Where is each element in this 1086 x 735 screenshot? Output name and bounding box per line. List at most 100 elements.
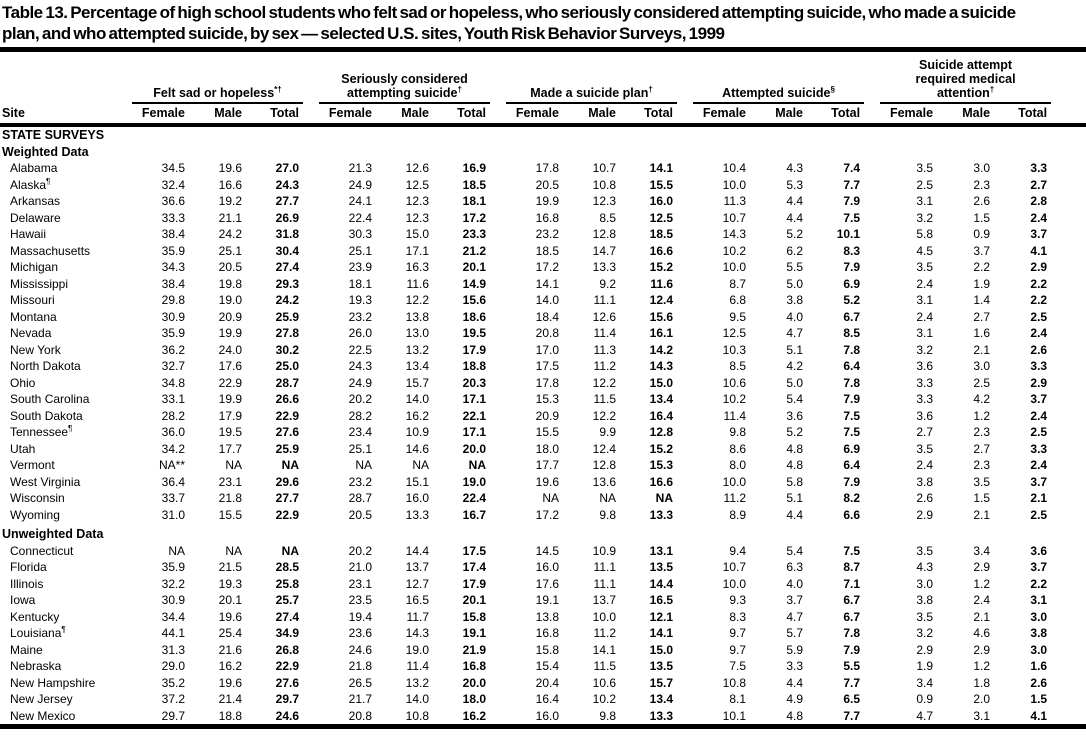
site-name: Montana [10, 309, 57, 324]
end-spacer [1051, 592, 1086, 609]
cell-value: 5.0 [786, 276, 804, 291]
cell-value: 8.5 [599, 210, 616, 225]
column-spacer [677, 292, 693, 309]
column-spacer [677, 507, 693, 524]
column-spacer [303, 160, 319, 177]
cell-value: 28.2 [161, 408, 185, 423]
cell-value: 8.5 [729, 359, 747, 373]
cell-value: 6.2 [786, 243, 804, 258]
cell-value: 3.0 [1030, 609, 1048, 624]
cell-value: NA [281, 458, 299, 472]
cell-value: 32.2 [161, 576, 185, 591]
cell-value: 7.8 [843, 626, 861, 640]
cell-value: 10.9 [405, 425, 429, 439]
column-spacer [677, 642, 693, 659]
cell-value: 2.5 [1030, 507, 1048, 522]
cell-value: 3.7 [786, 593, 804, 607]
table-row: Massachusetts 35.9 25.1 30.4 25.1 17.1 21.2 18.… [0, 243, 1086, 260]
column-spacer [677, 309, 693, 326]
cell-value: 2.9 [973, 642, 991, 657]
cell-value: 22.9 [275, 507, 299, 522]
table-row: Florida 35.9 21.5 28.5 21.0 13.7 17.4 16.0 11.1 1… [0, 559, 1086, 576]
cell-value: 3.1 [1030, 593, 1048, 607]
cell-value: 15.5 [218, 507, 242, 522]
cell-value: 34.8 [161, 375, 185, 390]
column-spacer [864, 103, 881, 127]
cell-value: 1.4 [973, 293, 991, 307]
cell-value: 15.3 [649, 458, 674, 472]
cell-value: 33.3 [161, 210, 185, 225]
section-label: Unweighted Data [2, 527, 104, 541]
cell-value: 10.0 [722, 260, 747, 274]
cell-value: 16.8 [535, 626, 559, 640]
site-name: Alaska¶ [10, 176, 51, 192]
column-spacer [864, 292, 880, 309]
cell-value: 2.2 [1030, 293, 1048, 307]
cell-value: 20.2 [348, 543, 372, 558]
footnote-marker: ¶ [46, 176, 51, 186]
cell-value: 2.1 [973, 342, 991, 357]
column-spacer [303, 675, 319, 692]
cell-value: NA [599, 491, 616, 505]
cell-value: 17.7 [535, 458, 559, 472]
end-spacer [1051, 358, 1086, 375]
cell-value: 9.8 [599, 708, 616, 723]
cell-value: 16.7 [462, 507, 486, 522]
cell-value: 10.6 [592, 675, 616, 690]
cell-value: 2.7 [973, 441, 991, 456]
column-spacer [677, 193, 693, 210]
column-spacer [677, 325, 693, 342]
cell-value: 29.8 [161, 293, 185, 307]
cell-value: 11.1 [593, 293, 616, 307]
cell-value: 25.4 [218, 626, 242, 640]
cell-value: 18.0 [535, 441, 559, 456]
col-group-made-a-plan: Made a suicide plan† [506, 58, 678, 104]
cell-value: 32.7 [161, 359, 185, 373]
cell-value: 3.3 [1030, 441, 1048, 456]
cell-value: 15.4 [535, 659, 559, 673]
end-spacer [1051, 609, 1086, 626]
end-spacer [1051, 391, 1086, 408]
cell-value: 12.6 [592, 309, 616, 324]
end-spacer [1051, 292, 1086, 309]
column-spacer [490, 375, 506, 392]
footnote-marker: *† [274, 84, 282, 94]
col-group-seriously-considered: Seriously considered attempting suicide† [319, 58, 490, 104]
cell-value: 3.8 [916, 474, 934, 489]
cell-value: 9.5 [729, 309, 747, 324]
cell-value: NA [281, 543, 299, 558]
cell-value: 3.6 [916, 359, 934, 373]
table-row: Alaska¶ 32.4 16.6 24.3 24.9 12.5 18.5 20.5 10.8 1… [0, 177, 1086, 194]
cell-value: 23.4 [348, 425, 372, 439]
table-row: New Hampshire 35.2 19.6 27.6 26.5 13.2 20.0 20.… [0, 675, 1086, 692]
cell-value: 8.9 [729, 507, 747, 522]
column-header-row: Site Female Male Total Female Male Total… [0, 103, 1086, 127]
cell-value: 13.3 [649, 708, 674, 723]
cell-value: 15.5 [535, 425, 559, 439]
group-label: Made a suicide plan [530, 86, 649, 100]
column-spacer [864, 576, 880, 593]
cell-value: 35.2 [161, 675, 185, 690]
cell-value: 31.3 [161, 642, 185, 657]
column-spacer [303, 490, 319, 507]
cell-value: 26.6 [275, 392, 299, 406]
cell-value: 19.9 [535, 194, 559, 208]
cell-value: 16.5 [649, 593, 674, 607]
cell-value: 24.2 [218, 227, 242, 241]
cell-value: 27.6 [275, 425, 299, 439]
cell-value: 4.1 [1030, 243, 1048, 258]
cell-value: 13.0 [405, 326, 429, 340]
cell-value: 38.4 [161, 276, 185, 291]
cell-value: 12.3 [405, 210, 429, 225]
column-spacer [490, 691, 506, 708]
cell-value: 3.3 [786, 659, 804, 673]
cell-value: 13.4 [649, 692, 674, 706]
column-spacer [677, 226, 693, 243]
cell-value: 17.8 [535, 375, 559, 390]
cell-value: 6.9 [843, 441, 861, 456]
cell-value: 3.4 [916, 675, 934, 690]
end-spacer [1051, 507, 1086, 524]
site-name: New Hampshire [10, 675, 96, 690]
site-name: Missouri [10, 293, 55, 307]
column-spacer [864, 708, 880, 727]
